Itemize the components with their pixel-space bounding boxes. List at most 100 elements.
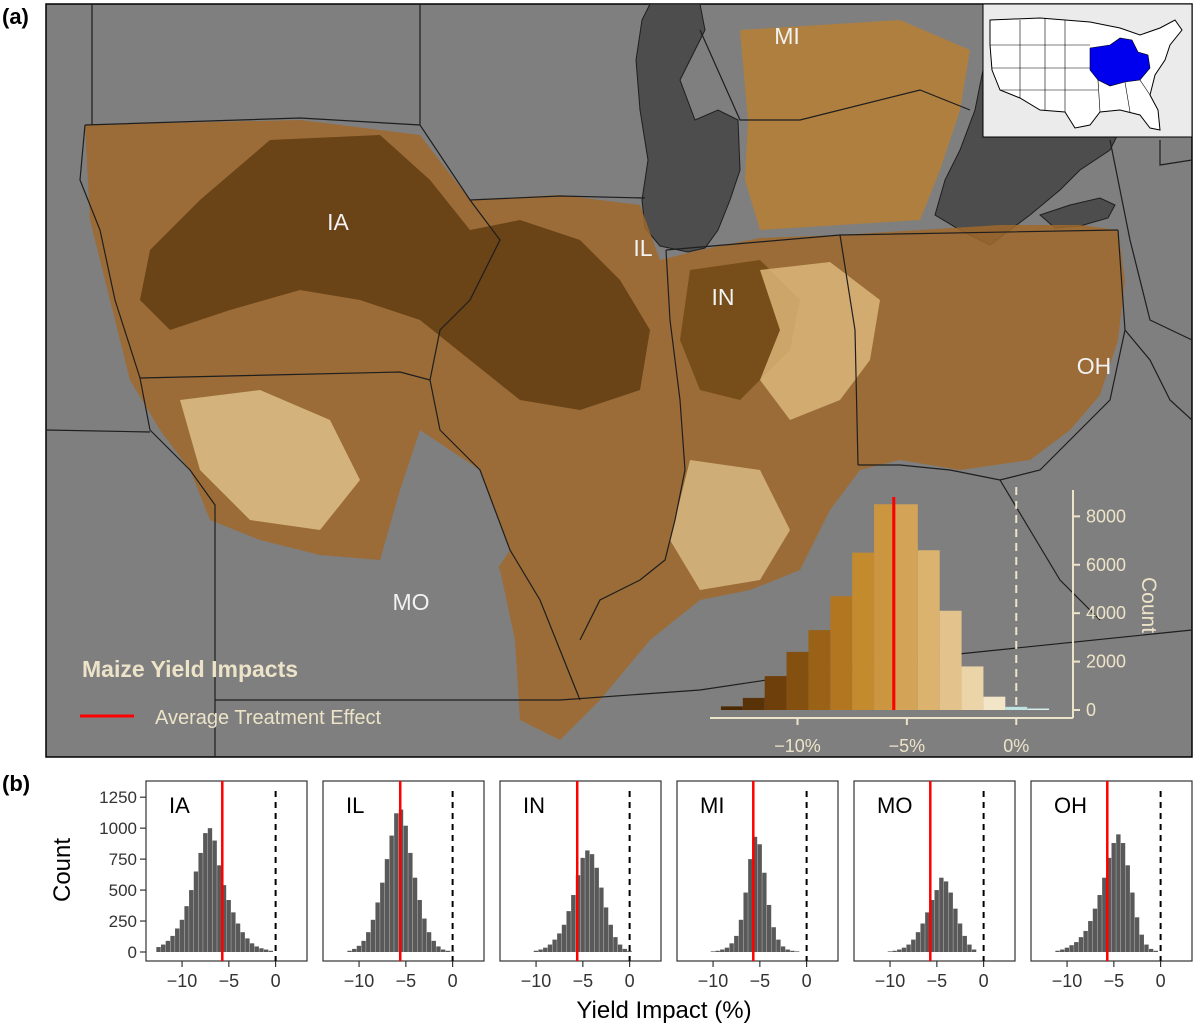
histogram-y-tick-label: 4000 bbox=[1086, 603, 1126, 623]
yield-impact-raster bbox=[85, 20, 1125, 740]
histogram-bar bbox=[830, 596, 853, 710]
histogram-bar bbox=[589, 854, 595, 952]
state-histogram-mo: MO −10 −5 0 bbox=[853, 780, 1016, 991]
map-title: Maize Yield Impacts bbox=[82, 656, 298, 682]
histogram-bar bbox=[240, 932, 245, 952]
x-tick-label: −5 bbox=[1104, 971, 1125, 991]
histogram-bar bbox=[939, 610, 962, 710]
histogram-bar bbox=[917, 550, 940, 710]
impact-histogram: −10% −5% 0% 0 2000 4000 6000 8000 Count bbox=[710, 487, 1160, 756]
histogram-bar bbox=[715, 950, 720, 952]
histogram-bar bbox=[603, 907, 609, 952]
histogram-bar bbox=[961, 666, 984, 710]
histogram-bar bbox=[212, 840, 217, 952]
histogram-bar bbox=[207, 828, 213, 952]
histogram-bar bbox=[426, 932, 432, 952]
histogram-bar bbox=[436, 946, 441, 952]
histogram-bar bbox=[356, 945, 362, 952]
histogram-bar bbox=[734, 935, 739, 952]
us-inset-map bbox=[982, 3, 1193, 138]
histogram-bar bbox=[566, 911, 571, 952]
histogram-bar bbox=[780, 946, 786, 952]
histogram-bar bbox=[552, 939, 557, 952]
state-histogram-mi: MI −10 −5 0 bbox=[676, 780, 839, 991]
histogram-bar bbox=[571, 895, 576, 952]
histogram-bar bbox=[762, 872, 767, 952]
histogram-bar bbox=[957, 923, 963, 952]
histogram-y-label: Count bbox=[1137, 577, 1160, 633]
histogram-bar bbox=[394, 813, 399, 952]
histogram-bar bbox=[547, 944, 553, 952]
histogram-x-tick-label: −5% bbox=[889, 736, 926, 756]
panel-b-ylabel: Count bbox=[49, 838, 76, 902]
legend-ate-label: Average Treatment Effect bbox=[155, 707, 381, 729]
histogram-bar bbox=[170, 935, 175, 952]
histogram-bar bbox=[347, 950, 352, 952]
histogram-bar bbox=[887, 951, 893, 952]
histogram-bar bbox=[217, 865, 222, 952]
histogram-bar bbox=[235, 923, 241, 952]
histogram-bar bbox=[268, 950, 273, 952]
x-tick-label: 0 bbox=[448, 971, 458, 991]
histogram-bar bbox=[226, 899, 231, 952]
histogram-bar bbox=[771, 927, 776, 952]
histogram-bar bbox=[794, 951, 800, 952]
lake-michigan bbox=[635, 4, 741, 253]
histogram-bar bbox=[608, 924, 613, 952]
histogram-bar bbox=[533, 950, 539, 952]
histogram-bar bbox=[380, 882, 385, 952]
histogram-bar bbox=[1083, 930, 1088, 952]
histogram-bar bbox=[263, 949, 269, 952]
histogram-bar bbox=[929, 899, 935, 952]
histogram-bar bbox=[1060, 949, 1065, 952]
histogram-bar bbox=[1069, 945, 1074, 952]
histogram-bar bbox=[538, 949, 543, 952]
histogram-bar bbox=[403, 825, 408, 952]
histogram-bar bbox=[852, 552, 875, 710]
histogram-bar bbox=[729, 943, 734, 952]
histogram-bar bbox=[249, 943, 255, 952]
x-tick-label: −10 bbox=[521, 971, 552, 991]
histogram-bar bbox=[897, 949, 902, 952]
state-label-il: IL bbox=[633, 235, 652, 261]
histogram-bar bbox=[1078, 937, 1084, 952]
x-tick-label: −5 bbox=[573, 971, 594, 991]
histogram-bar bbox=[1125, 865, 1130, 952]
x-tick-label: 0 bbox=[802, 971, 812, 991]
state-label: OH bbox=[1054, 793, 1087, 818]
x-tick-label: −5 bbox=[927, 971, 948, 991]
histogram-bar bbox=[911, 939, 916, 952]
histogram-y-tick-label: 8000 bbox=[1086, 506, 1126, 526]
histogram-bar bbox=[156, 947, 161, 952]
histogram-bar bbox=[892, 950, 897, 952]
y-tick-label: 750 bbox=[109, 850, 137, 869]
histogram-bar bbox=[1106, 857, 1112, 952]
histogram-bar bbox=[920, 923, 925, 952]
state-label-ia: IA bbox=[327, 209, 349, 235]
histogram-bar bbox=[925, 912, 930, 952]
state-labels: MI IA IL IN OH MO bbox=[327, 23, 1111, 615]
state-histogram-in: IN −10 −5 0 bbox=[499, 780, 662, 991]
x-tick-label: −5 bbox=[219, 971, 240, 991]
histogram-bar bbox=[557, 933, 562, 952]
x-tick-label: 0 bbox=[979, 971, 989, 991]
state-histogram-il: IL −10 −5 0 bbox=[322, 780, 485, 991]
x-tick-label: −10 bbox=[167, 971, 198, 991]
state-histograms: IA −10 −5 0 0 250 500 750 1000 1250 IL −10 −5 0 IN −10 −… bbox=[99, 780, 1193, 991]
y-tick-label: 0 bbox=[128, 943, 137, 962]
histogram-bar bbox=[254, 946, 259, 952]
histogram-bar bbox=[622, 948, 627, 952]
histogram-bar bbox=[580, 857, 585, 952]
histogram-bar bbox=[412, 877, 418, 952]
histogram-bar bbox=[445, 950, 450, 952]
histogram-bar bbox=[906, 944, 911, 952]
histogram-bar bbox=[193, 871, 199, 952]
histogram-bar bbox=[1130, 892, 1135, 952]
histogram-bar bbox=[948, 892, 953, 952]
histogram-bar bbox=[408, 852, 413, 952]
state-label-oh: OH bbox=[1077, 353, 1112, 379]
state-histogram-oh: OH −10 −5 0 bbox=[1030, 780, 1193, 991]
histogram-bar bbox=[724, 947, 730, 952]
x-tick-label: −10 bbox=[344, 971, 375, 991]
